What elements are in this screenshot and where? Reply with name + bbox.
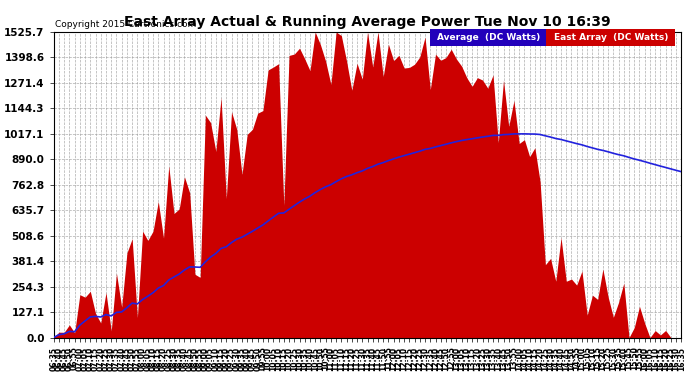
Text: Average  (DC Watts): Average (DC Watts): [437, 33, 540, 42]
Text: Copyright 2015 Cartronics.com: Copyright 2015 Cartronics.com: [55, 20, 196, 29]
Bar: [546, 29, 675, 46]
Text: East Array  (DC Watts): East Array (DC Watts): [553, 33, 668, 42]
Bar: [431, 29, 546, 46]
Title: East Array Actual & Running Average Power Tue Nov 10 16:39: East Array Actual & Running Average Powe…: [124, 15, 611, 29]
